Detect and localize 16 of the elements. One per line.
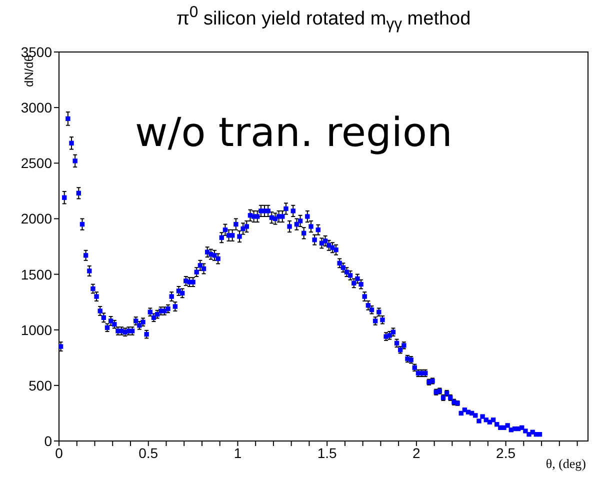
- y-tick-label: 1500: [20, 266, 52, 282]
- x-tick-label: 2: [412, 444, 421, 461]
- y-tick-label: 3000: [20, 100, 52, 116]
- y-tick-label: 500: [28, 377, 52, 394]
- x-tick-label: 2.5: [496, 444, 516, 461]
- annotation: w/o tran. region: [135, 110, 452, 156]
- x-tick-label: 0.5: [138, 444, 158, 461]
- x-tick-label: 0: [55, 444, 64, 461]
- x-tick-label: 1.5: [317, 444, 338, 461]
- y-tick-label: 2000: [20, 210, 52, 227]
- chart-title: π$^{0}$ silicon yield rotated m$_{γγ}$ method: [175, 4, 472, 34]
- x-axis-title: θ, (deg): [546, 456, 586, 472]
- y-tick-label: 2500: [20, 155, 52, 172]
- y-tick-label: 0: [44, 432, 52, 449]
- x-tick-label: 1: [234, 444, 242, 461]
- y-tick-label: 1000: [20, 322, 52, 338]
